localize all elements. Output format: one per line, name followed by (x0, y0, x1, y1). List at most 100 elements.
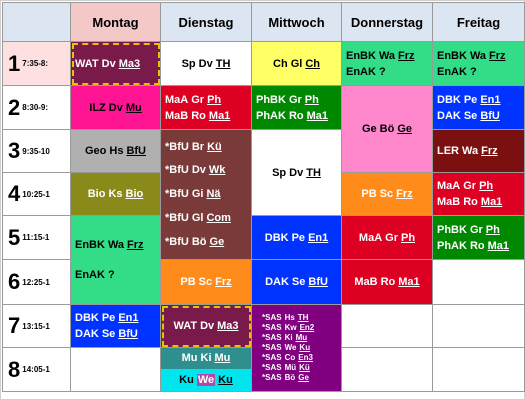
subject: MaB (354, 276, 378, 288)
lesson-di-2[interactable]: MaA Gr Ph MaB Ro Ma1 (160, 85, 252, 130)
lesson-di-7[interactable]: WAT Dv Ma3 (160, 304, 252, 348)
period-time: 13:15-1 (22, 321, 50, 331)
lesson-do-1[interactable]: EnBK Wa Frz EnAK? (341, 41, 433, 86)
lesson-mi-7-8[interactable]: *SAS Hs TH *SAS Kw En2 *SAS Ki Mu *SAS We Ku *SA… (251, 304, 342, 392)
header-tuesday: Dienstag (160, 2, 252, 42)
lesson-fr-2[interactable]: DBK Pe En1 DAK Se BfU (432, 85, 525, 130)
subject: PhAK (437, 239, 467, 252)
room: Ge (298, 373, 309, 382)
subject: DBK (75, 312, 99, 324)
lesson-mi-3-4[interactable]: Sp Dv TH (251, 129, 342, 216)
room: TH (215, 57, 231, 70)
room: BfU (118, 328, 138, 340)
room: Ma3 (217, 320, 239, 332)
lesson-di-8-music[interactable]: Mu Ki Mu (161, 348, 251, 369)
teacher: Bö (191, 236, 207, 248)
room: Kü (299, 363, 310, 372)
period-4: 4 10:25-1 (2, 172, 71, 216)
lesson-di-3-5[interactable]: *BfU Br Kü *BfU Dv Wk *BfU Gi Nä *BfU Gl Com *Bf… (160, 129, 252, 260)
room: Mu (295, 333, 308, 342)
lesson-mi-1[interactable]: Ch Gl Ch (251, 41, 342, 86)
subject: EnBK (346, 49, 376, 62)
lesson-mo-3[interactable]: Geo Hs BfU (70, 129, 161, 173)
period-time: 11:15-1 (22, 233, 50, 242)
teacher: We (284, 343, 297, 352)
room: Ma1 (487, 239, 510, 252)
subject: *SAS (262, 323, 282, 332)
lesson-mo-2[interactable]: ILZ Dv Mu (70, 85, 161, 130)
lesson-do-8-empty (341, 347, 433, 392)
lesson-fr-7-empty (432, 304, 525, 348)
room: Wk (208, 164, 226, 176)
subject: Ku (179, 374, 194, 386)
teacher: Wa (462, 145, 479, 157)
lesson-fr-3[interactable]: LER Wa Frz (432, 129, 525, 173)
teacher: Ro (380, 276, 396, 288)
subject: *BfU (165, 236, 189, 248)
teacher: ? (378, 65, 386, 78)
room: En1 (308, 231, 329, 244)
lesson-mi-2[interactable]: PhBK Gr Ph PhAK Ro Ma1 (251, 85, 342, 130)
room: Ma1 (208, 109, 231, 122)
subject: DBK (264, 231, 289, 244)
subject: EnBK (75, 239, 105, 251)
room: Ph (485, 223, 500, 236)
subject: MaA (165, 93, 189, 106)
teacher: ? (469, 65, 477, 78)
teacher: Dv (289, 166, 304, 179)
room: Nä (206, 188, 221, 200)
subject: Sp (181, 57, 196, 70)
teacher: Gr (191, 93, 205, 106)
room: En1 (480, 93, 501, 106)
lesson-mi-6[interactable]: DAK Se BfU (251, 259, 342, 305)
lesson-mo-1[interactable]: WAT Dv Ma3 (70, 41, 161, 86)
lesson-fr-1[interactable]: EnBK Wa Frz EnAK? (432, 41, 525, 86)
teacher: Bö (284, 373, 296, 382)
subject: *SAS (262, 343, 282, 352)
subject: *SAS (262, 333, 282, 342)
teacher: Se (291, 276, 306, 288)
subject: EnAK (75, 269, 105, 281)
teacher: Dv (101, 57, 116, 70)
lesson-do-5[interactable]: MaA Gr Ph (341, 215, 433, 260)
lesson-do-2-3[interactable]: Ge Bö Ge (341, 85, 433, 173)
room: Ph (479, 180, 494, 192)
period-7: 7 13:15-1 (2, 304, 71, 348)
lesson-di-8[interactable]: Mu Ki Mu Ku We Ku (160, 347, 252, 392)
room: Frz (396, 188, 413, 200)
lesson-mi-5[interactable]: DBK Pe En1 (251, 215, 342, 260)
subject: *SAS (262, 353, 282, 362)
header-thursday: Donnerstag (341, 2, 433, 42)
lesson-mo-7[interactable]: DBK Pe En1 DAK Se BfU (70, 304, 161, 348)
subject: DAK (75, 328, 99, 340)
lesson-di-1[interactable]: Sp Dv TH (160, 41, 252, 86)
teacher: Dv (200, 320, 215, 332)
teacher: Pe (291, 231, 306, 244)
teacher: We (196, 374, 216, 386)
room: BfU (308, 276, 328, 288)
lesson-mo-5-6[interactable]: EnBK Wa Frz EnAK? (70, 215, 161, 305)
lesson-fr-5[interactable]: PhBK Gr Ph PhAK Ro Ma1 (432, 215, 525, 260)
teacher: Gl (191, 212, 204, 224)
period-number: 8 (8, 356, 21, 382)
room: Frz (127, 239, 144, 251)
teacher: Pe (463, 93, 478, 106)
teacher: Wa (378, 49, 396, 62)
period-time: 8:30-9: (22, 103, 49, 112)
subject: *SAS (262, 363, 282, 372)
lesson-fr-4[interactable]: MaA Gr Ph MaB Ro Ma1 (432, 172, 525, 216)
period-time: 7:35-8: (22, 59, 49, 68)
lesson-do-4[interactable]: PB Sc Frz (341, 172, 433, 216)
subject: *BfU (165, 212, 189, 224)
teacher: Se (101, 328, 116, 340)
lesson-di-6[interactable]: PB Sc Frz (160, 259, 252, 305)
subject: EnBK (437, 49, 467, 62)
lesson-mo-4[interactable]: Bio Ks Bio (70, 172, 161, 216)
lesson-di-8-art[interactable]: Ku We Ku (161, 369, 251, 391)
subject: DAK (265, 276, 289, 288)
room: BfU (480, 109, 500, 122)
subject: *SAS (262, 373, 282, 382)
period-time: 10:25-1 (22, 189, 50, 199)
lesson-do-6[interactable]: MaB Ro Ma1 (341, 259, 433, 305)
